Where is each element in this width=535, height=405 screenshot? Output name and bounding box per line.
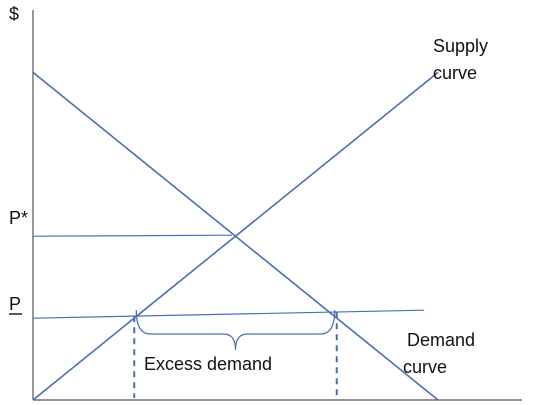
- demand-curve-label-line1: Demand: [407, 330, 475, 350]
- price-label-p-star: P*: [9, 208, 28, 228]
- equilibrium-price-line: [32, 234, 233, 237]
- axes: [32, 10, 522, 401]
- demand-curve-label: Demand curve: [403, 330, 480, 377]
- excess-demand-label: Excess demand: [144, 354, 272, 374]
- demand-curve-label-line2: curve: [403, 357, 447, 377]
- supply-curve-label-line1: Supply: [433, 36, 488, 56]
- supply-curve-label-line2: curve: [433, 63, 477, 83]
- supply-curve-label: Supply curve: [433, 36, 493, 83]
- excess-demand-brace: [135, 309, 336, 351]
- price-floor-line: [32, 309, 425, 319]
- y-axis-label: $: [9, 4, 19, 24]
- price-label-p: P: [9, 294, 21, 314]
- demand-curve-line: [32, 71, 439, 401]
- chart-marks: [9, 71, 439, 401]
